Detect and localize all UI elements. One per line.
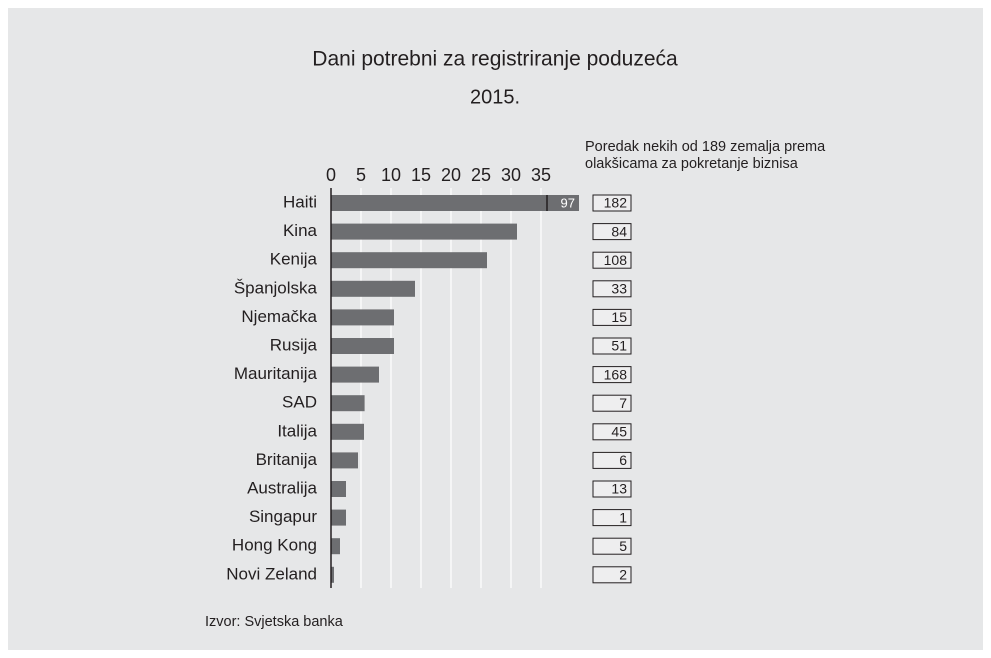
- rank-box: [592, 194, 632, 212]
- bar: [331, 423, 364, 440]
- x-tick-label: 5: [356, 165, 366, 185]
- rank-label: 7: [619, 395, 627, 411]
- y-tick-label: SAD: [282, 393, 317, 412]
- rank-label: 33: [611, 281, 627, 297]
- chart-subtitle: 2015.: [470, 86, 520, 108]
- y-tick-label: Hong Kong: [232, 536, 317, 555]
- rank-box: [592, 566, 632, 584]
- y-tick-label: Australija: [247, 478, 317, 497]
- x-tick-label: 35: [531, 165, 551, 185]
- bar: [331, 452, 358, 469]
- value-label: 97: [561, 195, 575, 210]
- rank-box: [592, 423, 632, 441]
- rank-label: 84: [611, 223, 627, 239]
- rank-box: [592, 251, 632, 269]
- bar: [331, 280, 415, 297]
- bar: [331, 566, 334, 583]
- x-tick-label: 10: [381, 165, 401, 185]
- bar: [331, 309, 394, 326]
- y-tick-label: Kenija: [270, 250, 318, 269]
- rank-box: [592, 480, 632, 498]
- chart-title: Dani potrebni za registriranje poduzeća: [312, 48, 678, 71]
- x-tick-label: 25: [471, 165, 491, 185]
- y-tick-label: Mauritanija: [234, 364, 318, 383]
- bar: [331, 538, 340, 555]
- bar: [331, 509, 346, 526]
- rank-box: [592, 337, 632, 355]
- bar: [331, 481, 346, 497]
- y-tick-label: Haiti: [283, 192, 317, 211]
- bar: [331, 252, 487, 269]
- rank-label: 45: [611, 424, 627, 440]
- x-tick-label: 0: [326, 165, 336, 185]
- y-tick-label: Novi Zeland: [226, 564, 317, 583]
- rank-label: 1: [619, 509, 627, 525]
- rank-label: 2: [619, 567, 627, 583]
- rank-label: 15: [611, 309, 627, 325]
- bar: [331, 195, 579, 211]
- rank-label: 168: [604, 366, 628, 382]
- rank-header: olakšicama za pokretanje biznisa: [585, 156, 799, 172]
- bar: [331, 223, 517, 240]
- rank-box: [592, 509, 632, 527]
- y-tick-label: Britanija: [256, 450, 318, 469]
- rank-label: 6: [619, 452, 627, 468]
- rank-box: [592, 394, 632, 412]
- rank-box: [592, 280, 632, 298]
- rank-box: [592, 537, 632, 555]
- rank-box: [592, 451, 632, 469]
- rank-box: [592, 308, 632, 326]
- y-tick-label: Singapur: [249, 507, 317, 526]
- rank-label: 13: [611, 481, 627, 497]
- y-tick-label: Španjolska: [234, 278, 318, 297]
- bar: [331, 395, 365, 412]
- rank-box: [592, 223, 632, 241]
- x-tick-label: 30: [501, 165, 521, 185]
- y-tick-label: Italija: [277, 421, 317, 440]
- panel: [8, 8, 983, 650]
- y-tick-label: Rusija: [270, 335, 318, 354]
- rank-label: 51: [611, 338, 627, 354]
- x-tick-label: 20: [441, 165, 461, 185]
- y-tick-label: Kina: [283, 221, 318, 240]
- rank-header: Poredak nekih od 189 zemalja prema: [585, 139, 826, 155]
- rank-label: 182: [604, 195, 628, 211]
- rank-box: [592, 366, 632, 384]
- x-tick-label: 15: [411, 165, 431, 185]
- rank-label: 108: [604, 252, 628, 268]
- bar: [331, 366, 379, 383]
- bar: [331, 338, 394, 354]
- y-tick-label: Njemačka: [241, 307, 317, 326]
- source: Izvor: Svjetska banka: [205, 614, 344, 630]
- rank-label: 5: [619, 538, 627, 554]
